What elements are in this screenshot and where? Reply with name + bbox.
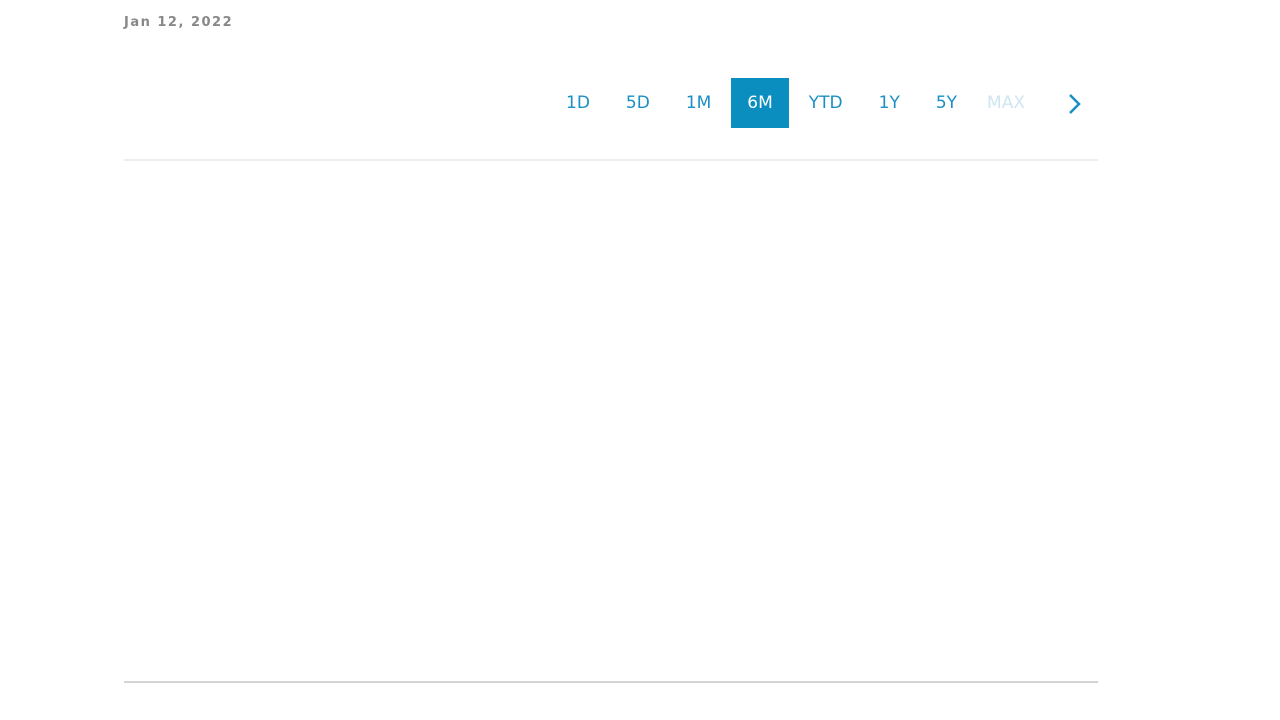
range-button[interactable]: 1M <box>685 93 712 113</box>
date: Jan 12, 2022 <box>124 15 234 30</box>
range-button[interactable]: 5D <box>625 93 650 113</box>
range-button[interactable]: 6M <box>731 78 789 128</box>
range-button[interactable]: 5Y <box>935 93 958 113</box>
range-button[interactable]: 1Y <box>878 93 900 113</box>
range-button[interactable]: 1D <box>566 93 590 113</box>
range-button[interactable]: YTD <box>808 93 843 113</box>
next-arrow[interactable] <box>1066 92 1084 116</box>
range-button[interactable]: MAX <box>987 93 1025 113</box>
range-buttons: 1D 5D 1M 6M YTD 1Y 5Y MAX <box>550 78 1031 128</box>
